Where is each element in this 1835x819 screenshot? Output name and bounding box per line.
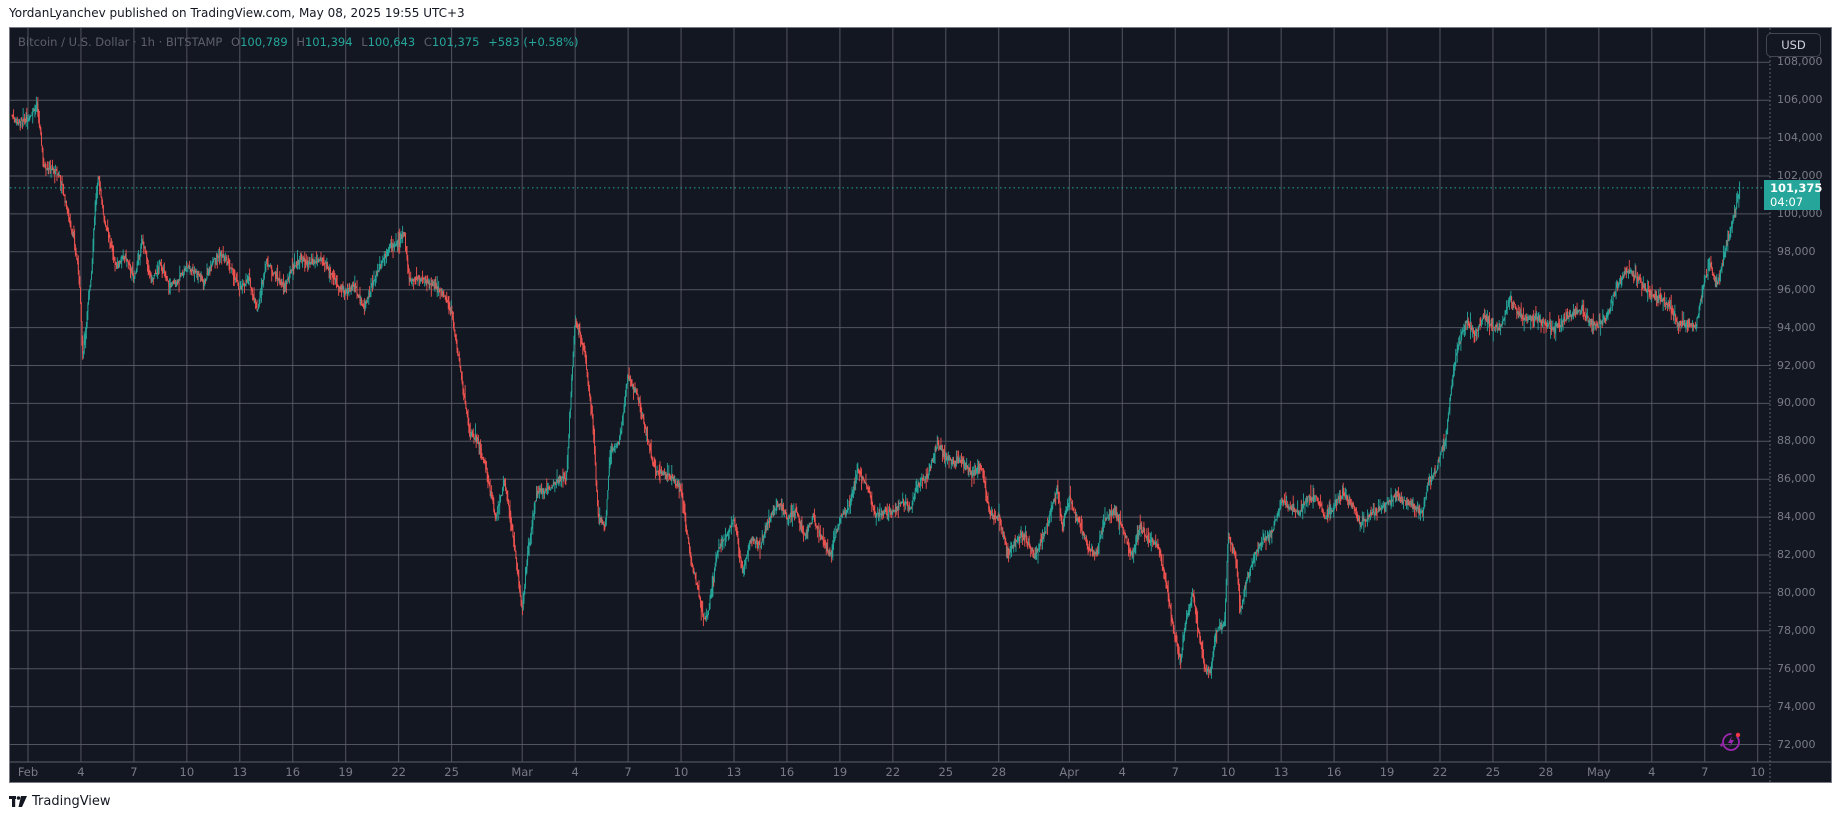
time-tick-label: 16 — [285, 765, 301, 779]
chart-pane[interactable] — [9, 27, 1832, 783]
price-tick-label: 104,000 — [1777, 131, 1823, 145]
time-tick-label: May — [1586, 765, 1611, 779]
price-tick-label: 82,000 — [1777, 548, 1816, 561]
time-tick-label: Feb — [17, 765, 39, 779]
publisher-line: YordanLyanchev published on TradingView.… — [9, 6, 465, 20]
price-tick-label: 92,000 — [1777, 358, 1816, 372]
time-tick-label: 19 — [832, 765, 848, 779]
time-tick-label: 13 — [232, 765, 248, 779]
time-tick-label: 25 — [444, 765, 459, 779]
time-tick-label: 22 — [391, 765, 406, 779]
last-price-value: 101,375 — [1770, 180, 1823, 195]
time-tick-label: 28 — [991, 765, 1007, 779]
price-tick-label: 96,000 — [1777, 282, 1816, 296]
low-label: L — [361, 35, 368, 49]
time-tick-label: 25 — [1485, 765, 1501, 779]
time-tick-label: 10 — [1750, 765, 1766, 779]
close-value: 101,375 — [431, 35, 480, 49]
time-tick-label: Mar — [511, 765, 534, 779]
last-price-tag: 101,375 04:07 — [1764, 179, 1823, 210]
price-tick-label: 90,000 — [1777, 396, 1816, 410]
candles — [11, 96, 1741, 679]
price-tick-label: 74,000 — [1777, 699, 1816, 713]
time-tick-label: 28 — [1538, 765, 1554, 779]
time-tick-label: 19 — [1379, 765, 1395, 779]
time-tick-label: 4 — [571, 765, 579, 779]
price-tick-label: 88,000 — [1777, 434, 1816, 448]
high-label: H — [296, 35, 305, 49]
footer-brand-name: TradingView — [32, 794, 111, 809]
price-tick-label: 106,000 — [1777, 93, 1823, 107]
price-tick-label: 100,000 — [1777, 206, 1823, 220]
symbol-legend: Bitcoin / U.S. Dollar · 1h · BITSTAMP O1… — [18, 35, 578, 49]
price-tick-label: 72,000 — [1777, 737, 1816, 751]
time-tick-label: 7 — [130, 765, 138, 779]
time-tick-label: 10 — [1220, 765, 1236, 779]
price-tick-label: 76,000 — [1777, 661, 1816, 675]
time-tick-label: 7 — [1171, 765, 1179, 779]
price-tick-label: 102,000 — [1777, 169, 1823, 182]
time-tick-label: 13 — [726, 765, 742, 779]
high-value: 101,394 — [304, 35, 353, 49]
low-value: 100,643 — [367, 35, 416, 49]
time-tick-label: 4 — [77, 765, 85, 779]
time-tick-label: 22 — [885, 765, 901, 779]
price-tick-label: 86,000 — [1777, 472, 1816, 486]
price-tick-label: 78,000 — [1777, 623, 1816, 637]
time-tick-label: 16 — [1326, 765, 1342, 779]
time-tick-label: 22 — [1432, 765, 1448, 779]
time-tick-label: 25 — [938, 765, 954, 779]
footer-brand: TradingView — [9, 794, 111, 809]
bar-countdown: 04:07 — [1770, 194, 1804, 209]
change-value: +583 (+0.58%) — [488, 35, 579, 49]
close-label: C — [423, 35, 432, 49]
time-tick-label: 4 — [1118, 765, 1126, 779]
price-tick-label: 98,000 — [1777, 244, 1816, 258]
price-tick-label: 94,000 — [1777, 320, 1816, 334]
time-tick-label: 10 — [179, 765, 195, 779]
time-tick-label: 16 — [779, 765, 795, 779]
open-label: O — [231, 35, 241, 49]
time-tick-label: Apr — [1059, 765, 1080, 779]
tradingview-logo-icon — [9, 796, 27, 807]
time-tick-label: 19 — [338, 765, 354, 779]
symbol-title: Bitcoin / U.S. Dollar · 1h · BITSTAMP — [18, 35, 223, 49]
time-tick-label: 4 — [1648, 765, 1656, 779]
time-tick-label: 7 — [624, 765, 632, 779]
price-tick-label: 108,000 — [1777, 55, 1823, 69]
price-tick-label: 80,000 — [1777, 585, 1816, 599]
price-tick-label: 84,000 — [1777, 510, 1816, 524]
time-tick-label: 7 — [1701, 765, 1709, 779]
time-tick-label: 10 — [673, 765, 689, 779]
open-value: 100,789 — [240, 35, 288, 49]
time-tick-label: 13 — [1273, 765, 1289, 779]
spark-watermark-icon[interactable] — [1716, 730, 1744, 756]
currency-button[interactable]: USD — [1766, 33, 1821, 57]
